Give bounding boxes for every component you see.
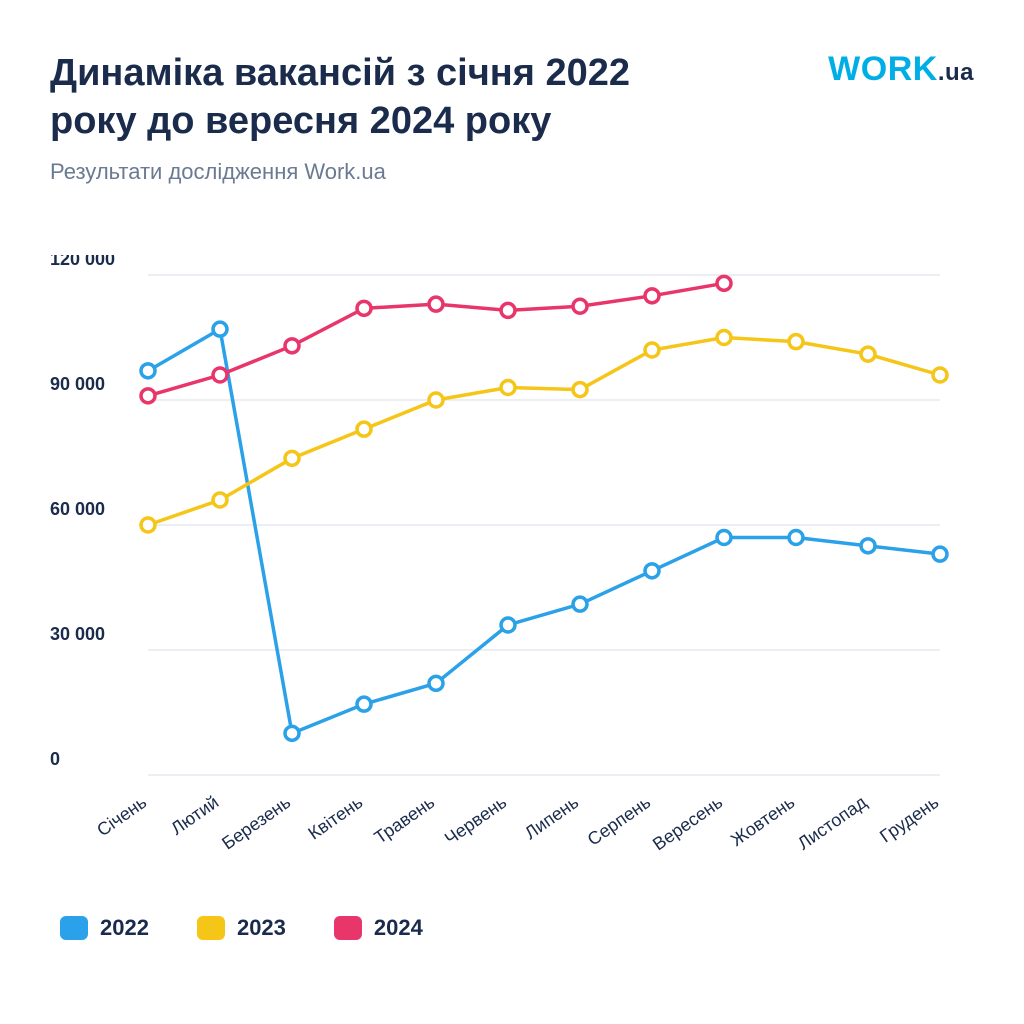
- y-axis-label: 120 000: [50, 255, 115, 269]
- legend-swatch: [60, 916, 88, 940]
- x-axis-label: Квітень: [305, 792, 367, 844]
- series-line-2023: [148, 338, 940, 526]
- x-axis-label: Липень: [521, 792, 582, 843]
- data-point: [213, 493, 227, 507]
- data-point: [573, 383, 587, 397]
- y-axis-label: 30 000: [50, 624, 105, 644]
- x-axis-label: Листопад: [794, 792, 871, 854]
- legend: 2022 2023 2024: [50, 915, 974, 941]
- data-point: [357, 697, 371, 711]
- data-point: [573, 597, 587, 611]
- x-axis-label: Жовтень: [727, 792, 798, 850]
- data-point: [501, 303, 515, 317]
- data-point: [213, 368, 227, 382]
- y-axis-label: 90 000: [50, 374, 105, 394]
- y-axis-label: 0: [50, 749, 60, 769]
- title-block: Динаміка вакансій з січня 2022 року до в…: [50, 50, 700, 185]
- legend-label: 2023: [237, 915, 286, 941]
- legend-swatch: [334, 916, 362, 940]
- chart-area: 0 30 000 60 000 90 000 120 000 Січень ЛютийБер…: [50, 255, 974, 885]
- chart-title: Динаміка вакансій з січня 2022 року до в…: [50, 50, 700, 145]
- data-point: [357, 422, 371, 436]
- x-axis-label: Лютий: [167, 792, 222, 839]
- data-point: [645, 343, 659, 357]
- chart-container: Динаміка вакансій з січня 2022 року до в…: [0, 0, 1024, 1024]
- line-chart-svg: 0 30 000 60 000 90 000 120 000 Січень ЛютийБер…: [50, 255, 960, 885]
- data-point: [717, 531, 731, 545]
- data-point: [933, 368, 947, 382]
- data-point: [141, 518, 155, 532]
- y-axis-label: 60 000: [50, 499, 105, 519]
- header: Динаміка вакансій з січня 2022 року до в…: [50, 50, 974, 185]
- x-axis-label: Березень: [218, 792, 294, 854]
- legend-item-2022: 2022: [60, 915, 149, 941]
- data-point: [933, 547, 947, 561]
- logo-part-work: WORK: [828, 50, 938, 88]
- data-point: [861, 347, 875, 361]
- data-point: [717, 276, 731, 290]
- data-point: [141, 389, 155, 403]
- work-ua-logo: WORK.ua: [828, 50, 974, 89]
- x-axis-label: Серпень: [584, 792, 655, 850]
- x-axis-label: Травень: [371, 792, 439, 848]
- data-point: [861, 539, 875, 553]
- legend-label: 2022: [100, 915, 149, 941]
- data-point: [789, 531, 803, 545]
- x-axis-label: Червень: [441, 792, 510, 849]
- data-point: [357, 301, 371, 315]
- data-point: [645, 564, 659, 578]
- data-point: [429, 676, 443, 690]
- chart-subtitle: Результати дослідження Work.ua: [50, 159, 700, 185]
- data-point: [285, 726, 299, 740]
- legend-item-2023: 2023: [197, 915, 286, 941]
- data-point: [645, 289, 659, 303]
- data-point: [717, 331, 731, 345]
- data-point: [285, 451, 299, 465]
- data-point: [285, 339, 299, 353]
- x-axis-label: Січень: [93, 792, 150, 840]
- data-point: [141, 364, 155, 378]
- data-point: [213, 322, 227, 336]
- x-axis-label: Вересень: [649, 792, 726, 854]
- data-point: [501, 618, 515, 632]
- x-axis-label: Грудень: [876, 792, 942, 847]
- legend-swatch: [197, 916, 225, 940]
- data-point: [429, 297, 443, 311]
- data-point: [573, 299, 587, 313]
- data-point: [501, 381, 515, 395]
- logo-part-ua: .ua: [938, 59, 974, 86]
- data-point: [429, 393, 443, 407]
- data-point: [789, 335, 803, 349]
- legend-item-2024: 2024: [334, 915, 423, 941]
- legend-label: 2024: [374, 915, 423, 941]
